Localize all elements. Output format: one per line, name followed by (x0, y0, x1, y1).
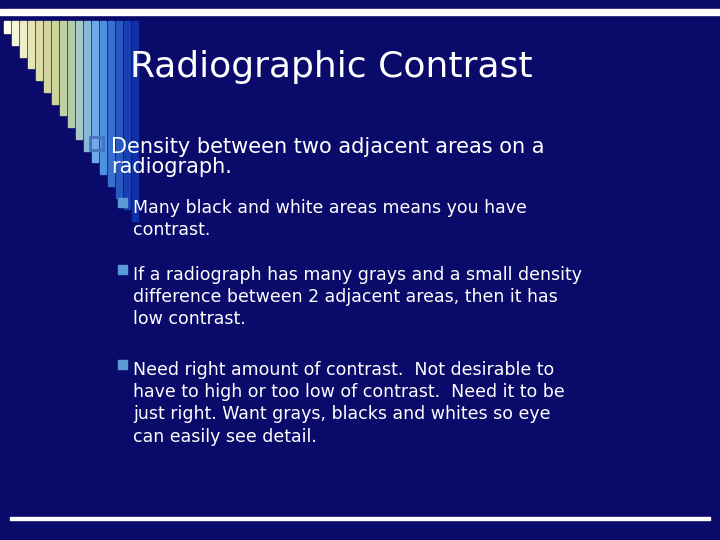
Bar (60, 21, 66, 115)
Bar (118, 265, 127, 274)
Bar (0, 9, 720, 15)
Bar (132, 21, 138, 221)
Bar (36, 21, 42, 80)
Text: radiograph.: radiograph. (111, 157, 232, 177)
Text: Radiographic Contrast: Radiographic Contrast (130, 50, 533, 84)
Bar (20, 21, 26, 57)
Bar (12, 21, 18, 45)
Bar (100, 21, 106, 174)
Bar (4, 21, 10, 33)
Bar (68, 21, 74, 127)
Bar (118, 198, 127, 207)
Bar (44, 21, 50, 92)
Bar (108, 21, 114, 186)
Bar (116, 21, 122, 198)
Bar (118, 360, 127, 369)
Bar (84, 21, 90, 151)
Bar (92, 21, 98, 162)
Bar (10, 517, 710, 520)
Text: If a radiograph has many grays and a small density
difference between 2 adjacent: If a radiograph has many grays and a sma… (133, 266, 582, 328)
Text: Density between two adjacent areas on a: Density between two adjacent areas on a (111, 137, 544, 157)
Text: Need right amount of contrast.  Not desirable to
have to high or too low of cont: Need right amount of contrast. Not desir… (133, 361, 564, 446)
Bar (90, 137, 103, 150)
Bar (124, 21, 130, 209)
Bar (52, 21, 58, 104)
Bar (76, 21, 82, 139)
Text: Many black and white areas means you have
contrast.: Many black and white areas means you hav… (133, 199, 527, 239)
Bar (28, 21, 34, 68)
